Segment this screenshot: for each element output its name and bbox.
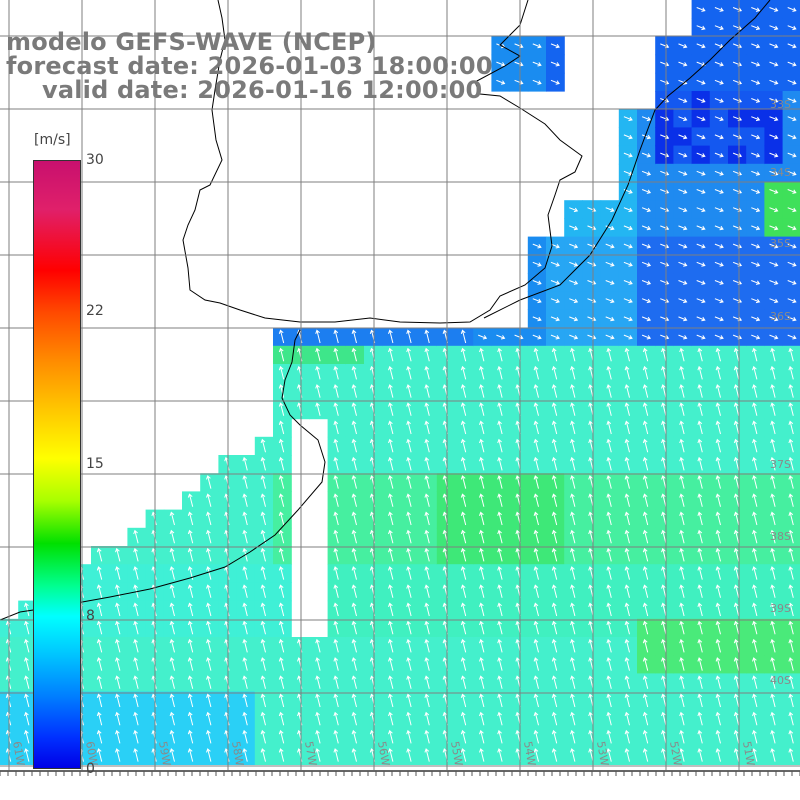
- colorbar-tick-label: 22: [86, 304, 104, 318]
- colorbar-tick-label: 15: [86, 457, 104, 471]
- colorbar-tick-label: 8: [86, 609, 95, 623]
- colorbar-unit: [m/s]: [34, 132, 71, 148]
- latitude-label: 37S: [770, 458, 791, 471]
- valid-date: valid date: 2026-01-16 12:00:00: [6, 78, 493, 102]
- latitude-label: 34S: [770, 166, 791, 179]
- colorbar-tick-label: 30: [86, 153, 104, 167]
- latitude-label: 40S: [770, 674, 791, 687]
- model-name: modelo GEFS-WAVE (NCEP): [6, 30, 493, 54]
- latitude-label: 36S: [770, 310, 791, 323]
- latitude-label: 38S: [770, 530, 791, 543]
- forecast-date: forecast date: 2026-01-03 18:00:00: [6, 54, 493, 78]
- colorbar: [33, 160, 81, 769]
- latitude-label: 33S: [770, 98, 791, 111]
- map-title: modelo GEFS-WAVE (NCEP) forecast date: 2…: [6, 30, 493, 102]
- wind-speed-field: [0, 0, 800, 765]
- latitude-label: 39S: [770, 602, 791, 615]
- latitude-label: 35S: [770, 237, 791, 250]
- colorbar-tick-label: 0: [86, 762, 95, 776]
